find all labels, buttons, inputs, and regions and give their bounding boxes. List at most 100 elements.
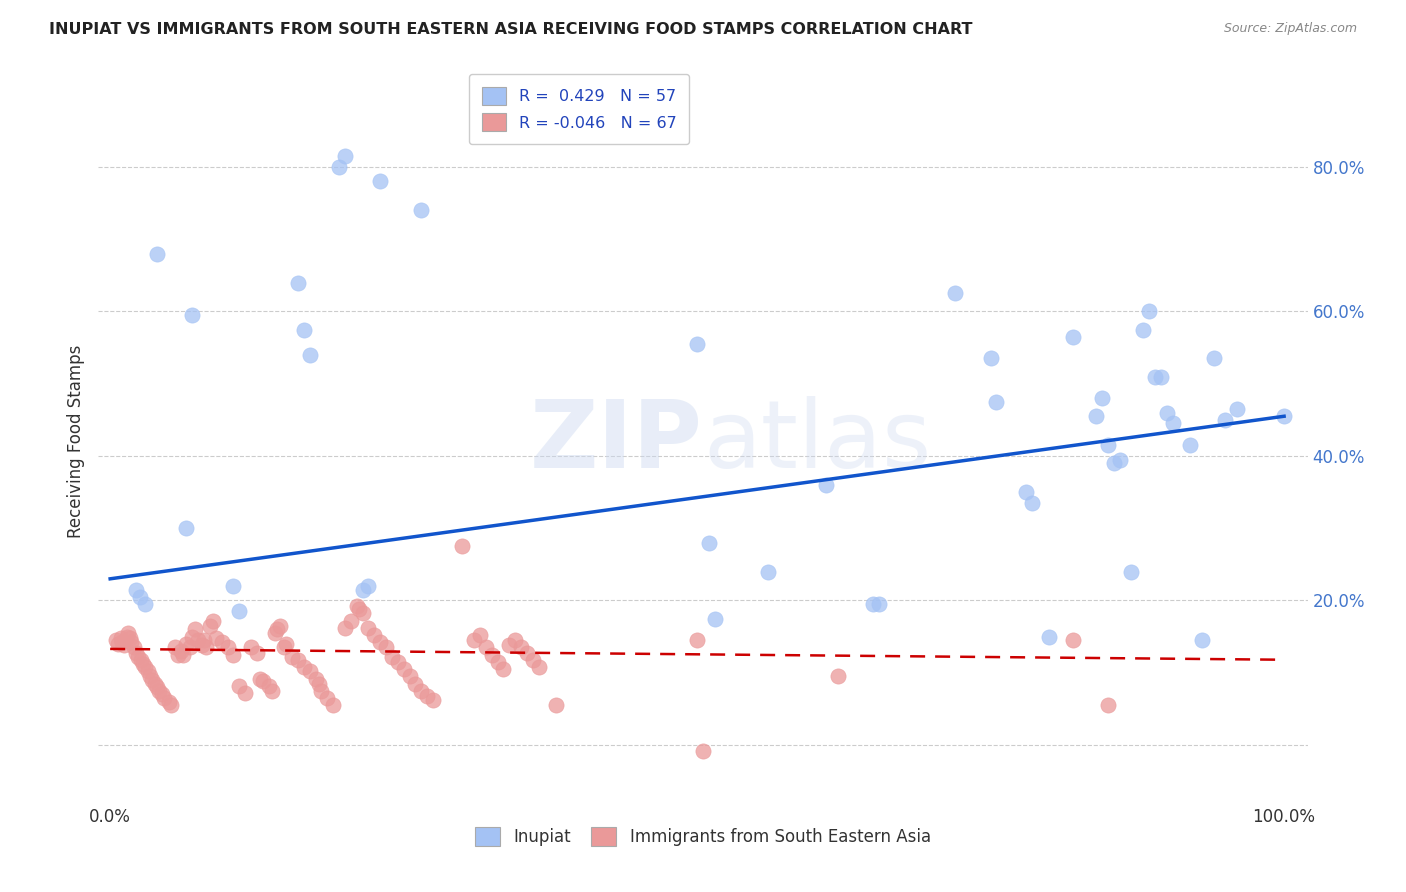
Point: [381, 649, 404, 664]
Point: [195, 640, 218, 655]
Point: [357, 579, 380, 593]
Point: [404, 676, 426, 690]
Point: [1021, 496, 1043, 510]
Point: [127, 649, 149, 664]
Point: [228, 604, 250, 618]
Text: ZIP: ZIP: [530, 395, 703, 488]
Point: [146, 680, 169, 694]
Point: [411, 203, 433, 218]
Point: [686, 633, 709, 648]
Point: [107, 637, 129, 651]
Point: [190, 638, 212, 652]
Point: [111, 635, 134, 649]
Point: [697, 535, 720, 549]
Point: [292, 660, 315, 674]
Point: [217, 640, 239, 655]
Point: [1272, 409, 1295, 424]
Point: [815, 478, 838, 492]
Point: [117, 626, 139, 640]
Point: [202, 614, 225, 628]
Point: [333, 621, 356, 635]
Point: [986, 394, 1008, 409]
Point: [1015, 485, 1038, 500]
Text: Source: ZipAtlas.com: Source: ZipAtlas.com: [1223, 22, 1357, 36]
Point: [169, 644, 191, 658]
Point: [468, 628, 491, 642]
Point: [129, 653, 152, 667]
Point: [204, 631, 226, 645]
Point: [422, 693, 444, 707]
Point: [115, 630, 138, 644]
Point: [398, 669, 420, 683]
Point: [287, 276, 309, 290]
Point: [1180, 438, 1202, 452]
Point: [141, 673, 163, 687]
Point: [163, 640, 186, 655]
Point: [1038, 630, 1060, 644]
Point: [233, 686, 256, 700]
Point: [333, 149, 356, 163]
Point: [1156, 406, 1178, 420]
Point: [1161, 417, 1184, 431]
Point: [363, 628, 385, 642]
Point: [328, 160, 350, 174]
Point: [498, 638, 520, 652]
Point: [527, 660, 550, 674]
Point: [346, 599, 368, 614]
Point: [1102, 456, 1125, 470]
Legend: Inupiat, Immigrants from South Eastern Asia: Inupiat, Immigrants from South Eastern A…: [465, 817, 941, 856]
Point: [249, 672, 271, 686]
Point: [198, 619, 221, 633]
Point: [148, 683, 170, 698]
Point: [308, 676, 330, 690]
Point: [375, 640, 398, 655]
Point: [368, 635, 391, 649]
Point: [1191, 633, 1213, 648]
Point: [136, 665, 159, 679]
Point: [167, 648, 190, 662]
Point: [240, 640, 263, 655]
Point: [1132, 322, 1154, 336]
Point: [1202, 351, 1225, 366]
Point: [1137, 304, 1160, 318]
Point: [222, 579, 245, 593]
Point: [510, 640, 533, 655]
Point: [262, 683, 284, 698]
Point: [257, 679, 280, 693]
Point: [246, 646, 269, 660]
Point: [1091, 391, 1114, 405]
Point: [686, 337, 709, 351]
Point: [692, 744, 714, 758]
Point: [110, 631, 132, 645]
Point: [120, 635, 142, 649]
Point: [451, 539, 474, 553]
Point: [276, 637, 298, 651]
Point: [298, 348, 321, 362]
Point: [411, 683, 433, 698]
Point: [292, 322, 315, 336]
Point: [211, 635, 233, 649]
Point: [266, 623, 288, 637]
Point: [179, 640, 201, 655]
Y-axis label: Receiving Food Stamps: Receiving Food Stamps: [66, 345, 84, 538]
Point: [228, 679, 250, 693]
Point: [1062, 330, 1084, 344]
Point: [322, 698, 344, 713]
Text: atlas: atlas: [703, 395, 931, 488]
Point: [868, 597, 890, 611]
Point: [475, 640, 498, 655]
Point: [122, 640, 145, 655]
Point: [298, 665, 321, 679]
Point: [1226, 402, 1249, 417]
Point: [522, 653, 544, 667]
Point: [416, 689, 439, 703]
Point: [1215, 413, 1237, 427]
Point: [281, 649, 304, 664]
Point: [827, 669, 849, 683]
Point: [172, 648, 194, 662]
Point: [862, 597, 884, 611]
Point: [340, 614, 363, 628]
Point: [181, 308, 204, 322]
Point: [1085, 409, 1108, 424]
Point: [1062, 633, 1084, 648]
